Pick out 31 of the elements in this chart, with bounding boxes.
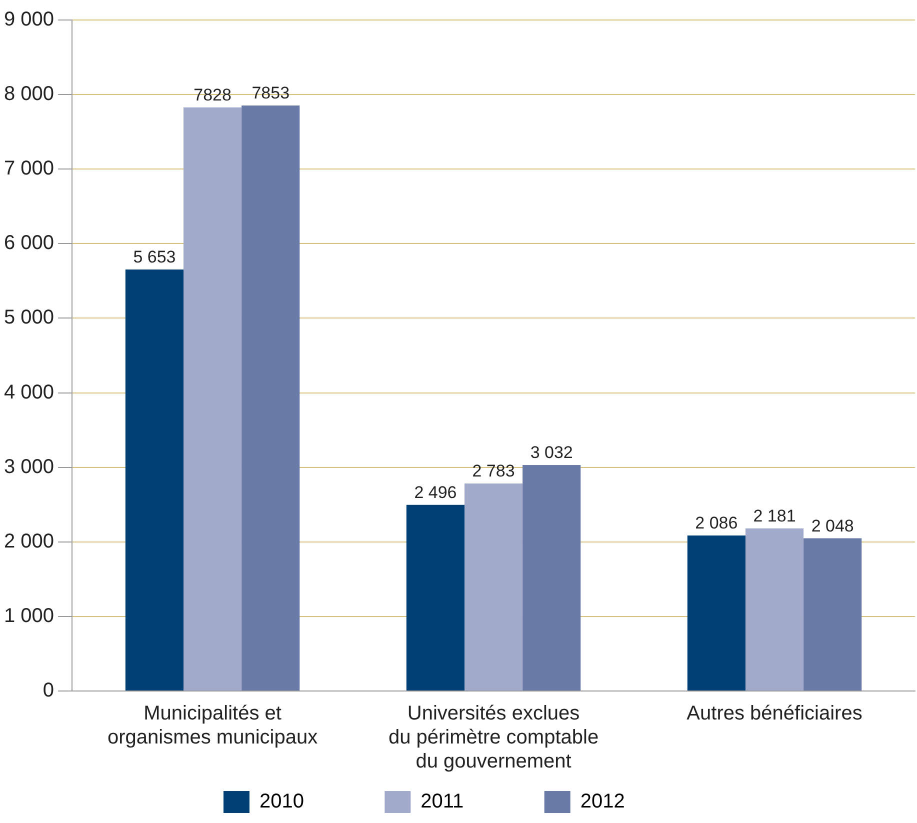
legend-label: 2011 <box>420 790 530 813</box>
y-tick-label: 7 000 <box>4 158 54 180</box>
x-tick-label: Universités exclues du périmètre comptable du gouvernement <box>388 702 599 773</box>
bar <box>745 528 804 690</box>
y-tick-label: 5 000 <box>4 306 54 329</box>
y-tick-label: 0 <box>42 680 54 702</box>
x-tick-label: Autres bénéficiaires <box>686 702 862 725</box>
y-tick-label: 9 000 <box>4 8 54 31</box>
bar <box>184 107 242 690</box>
bar <box>522 464 581 690</box>
x-tick-label: Municipalités et organismes municipaux <box>107 702 318 749</box>
legend-label: 2010 <box>259 790 371 813</box>
bar <box>464 484 523 690</box>
data-label: 2 181 <box>753 506 796 526</box>
y-tick-label: 2 000 <box>4 530 54 552</box>
data-label: 2 048 <box>811 516 854 536</box>
y-tick-label: 3 000 <box>4 456 54 478</box>
data-label: 2 086 <box>695 514 738 533</box>
bar <box>406 504 464 690</box>
y-tick-label: 1 000 <box>4 604 54 627</box>
bar <box>804 538 862 690</box>
legend-label: 2012 <box>580 790 692 813</box>
y-tick-label: 8 000 <box>4 83 54 106</box>
data-label: 5 653 <box>133 248 176 267</box>
data-label: 3 032 <box>530 443 573 462</box>
y-tick-label: 4 000 <box>4 381 54 404</box>
bar <box>125 270 184 690</box>
bar <box>687 535 746 690</box>
data-label: 2 496 <box>414 483 457 502</box>
bar <box>242 106 300 690</box>
y-tick-label: 6 000 <box>4 232 54 254</box>
